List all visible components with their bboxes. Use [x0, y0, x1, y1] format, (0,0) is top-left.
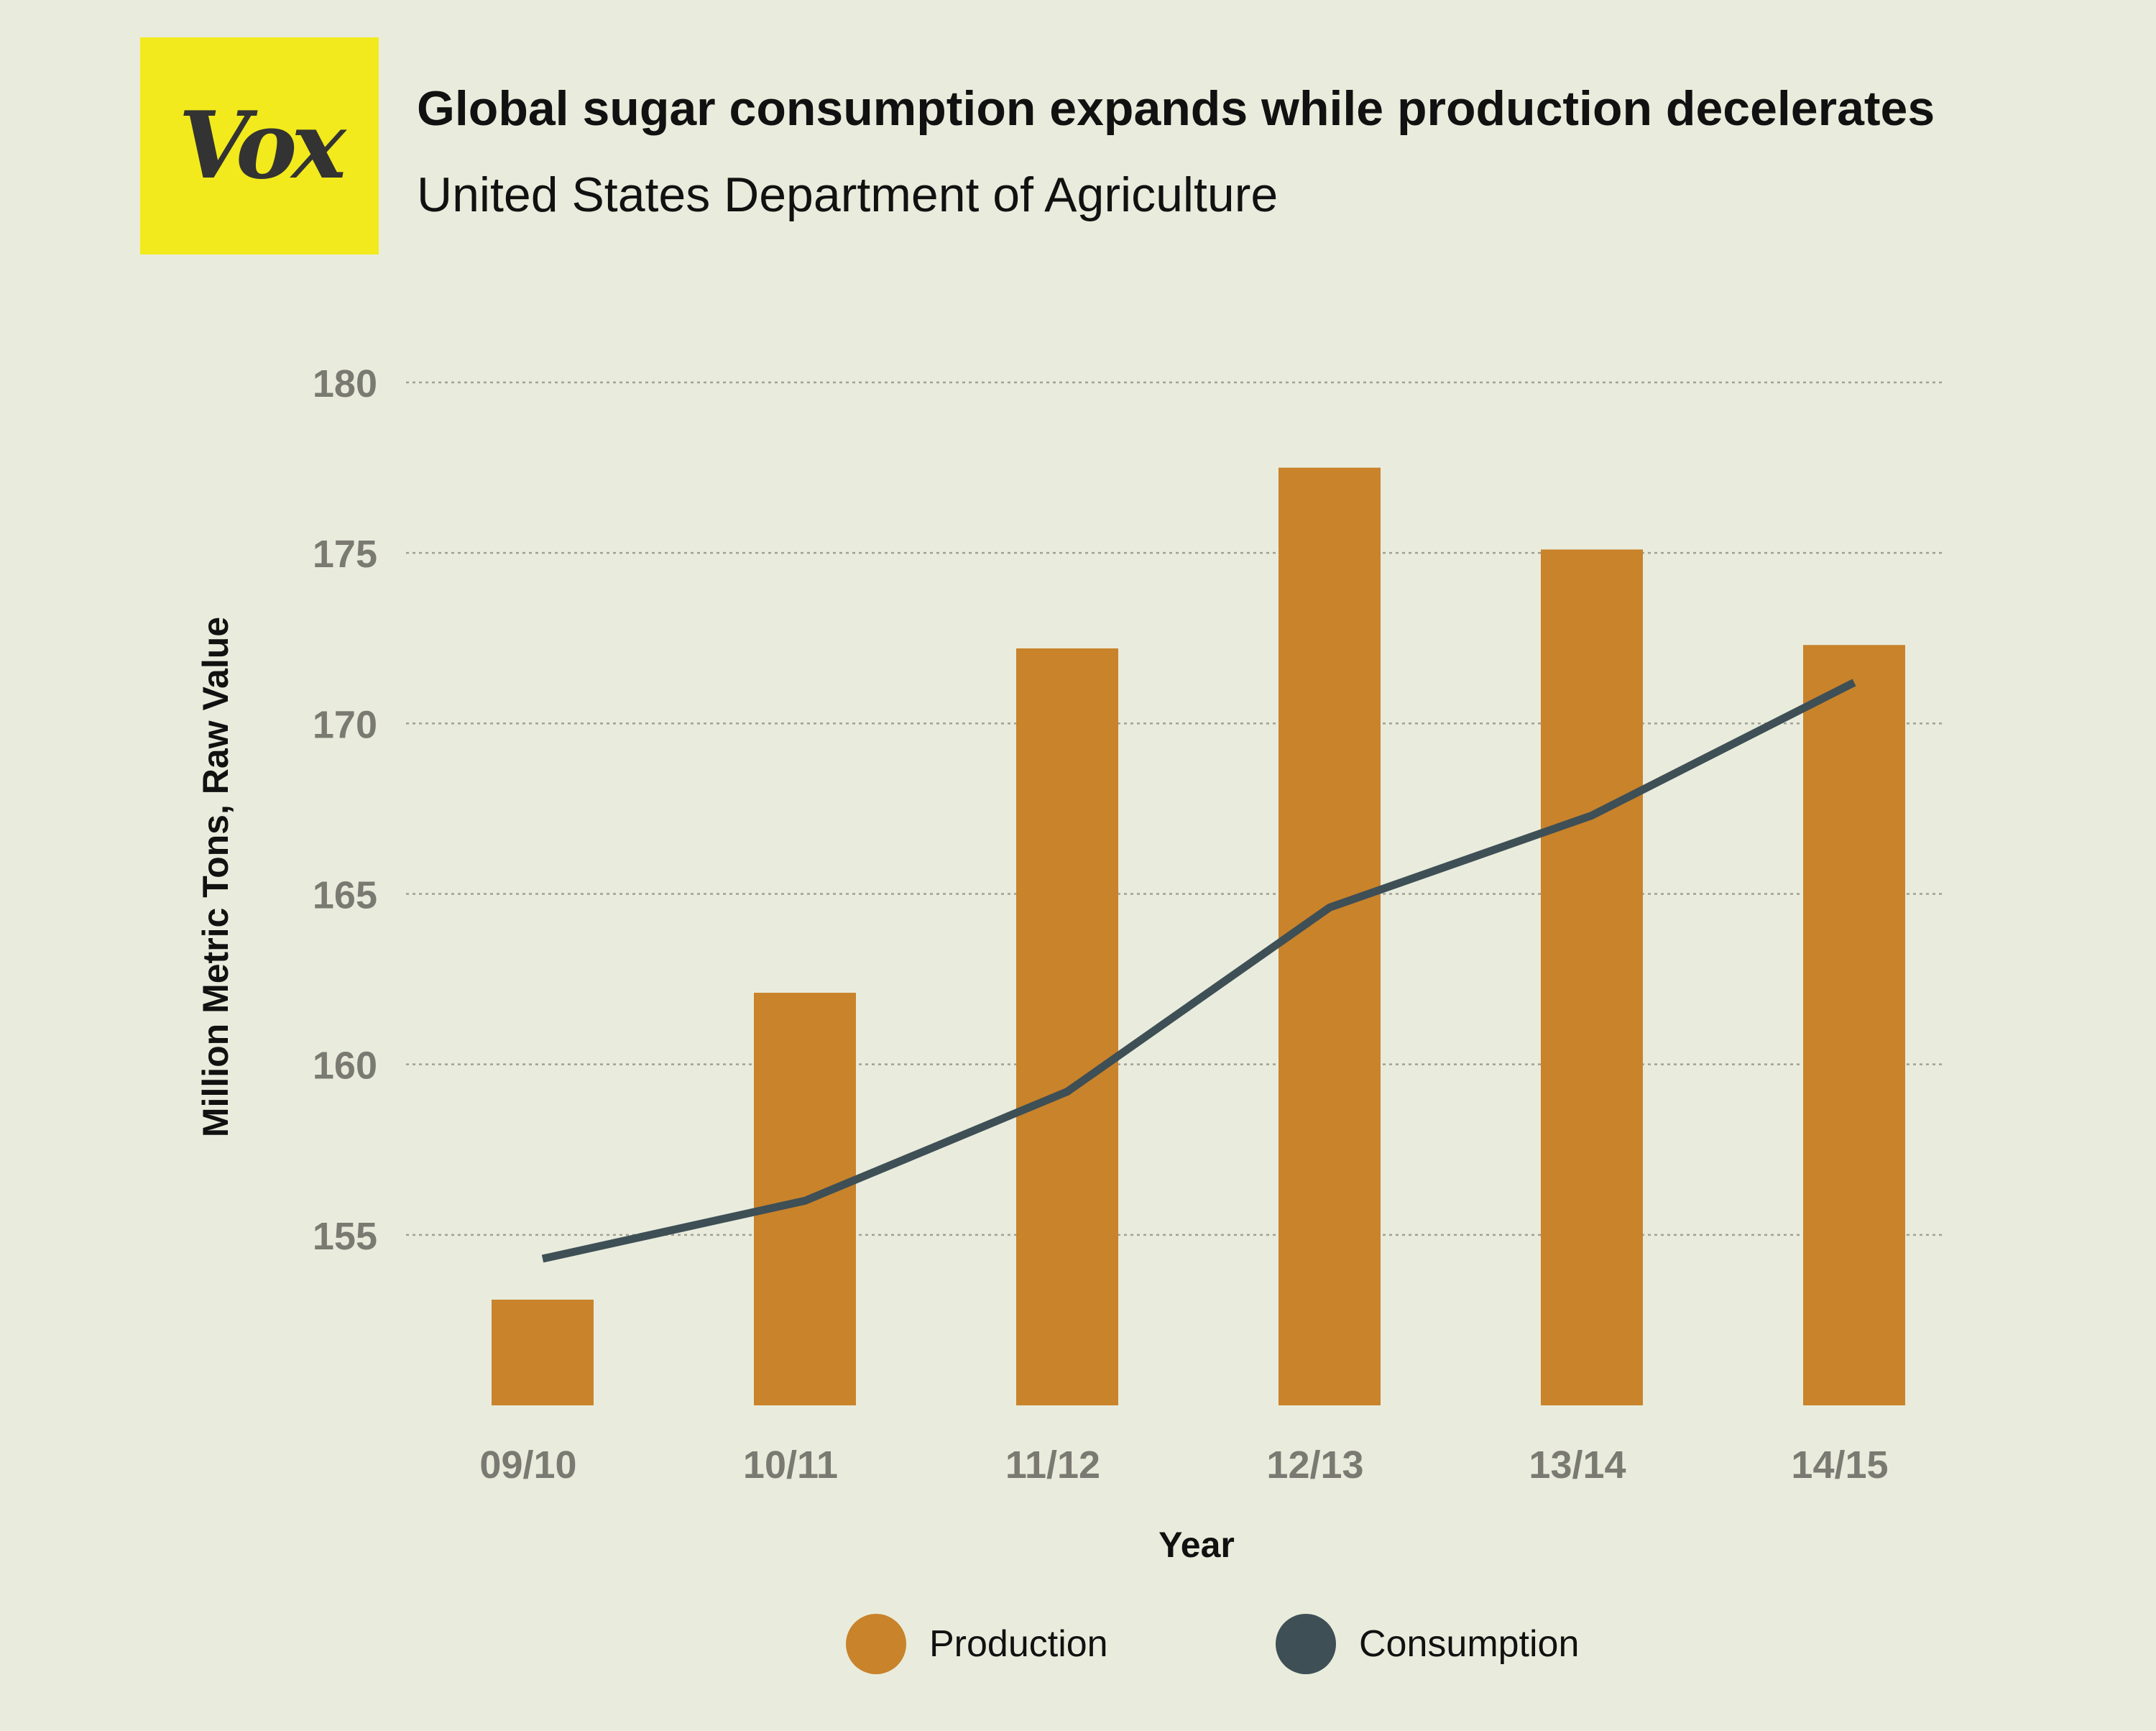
y-tick-label: 165	[313, 874, 377, 917]
x-tick-label: 11/12	[1005, 1443, 1100, 1487]
legend-production-label: Production	[929, 1623, 1108, 1665]
y-tick-label: 160	[313, 1044, 377, 1088]
y-tick-label: 170	[313, 703, 377, 746]
x-tick-label: 10/11	[743, 1443, 838, 1487]
production-bar	[1803, 645, 1905, 1405]
x-tick-label: 13/14	[1529, 1443, 1626, 1487]
y-tick-label: 180	[313, 362, 377, 405]
production-bar	[1279, 467, 1381, 1406]
legend-consumption-swatch	[1276, 1614, 1336, 1674]
legend-consumption-label: Consumption	[1359, 1623, 1580, 1665]
production-bar	[492, 1299, 594, 1405]
legend-production-swatch	[846, 1614, 906, 1674]
legend-production: Production	[846, 1614, 1108, 1674]
legend-consumption: Consumption	[1276, 1614, 1579, 1674]
vox-logo: Vox	[140, 37, 379, 254]
chart-title: Global sugar consumption expands while p…	[417, 81, 1935, 136]
x-axis-label: Year	[1158, 1525, 1235, 1565]
consumption-line	[541, 679, 1856, 1263]
x-tick-label: 14/15	[1791, 1443, 1888, 1487]
y-tick-label: 155	[313, 1215, 377, 1258]
chart-subtitle: United States Department of Agriculture	[417, 167, 1279, 222]
production-bar	[1016, 648, 1118, 1405]
production-bar	[1541, 549, 1643, 1405]
x-tick-label: 09/10	[479, 1443, 576, 1487]
logo-text: Vox	[178, 92, 346, 200]
y-axis-label: Million Metric Tons, Raw Value	[195, 616, 236, 1138]
y-tick-label: 175	[313, 533, 377, 576]
x-tick-label: 12/13	[1266, 1443, 1363, 1487]
